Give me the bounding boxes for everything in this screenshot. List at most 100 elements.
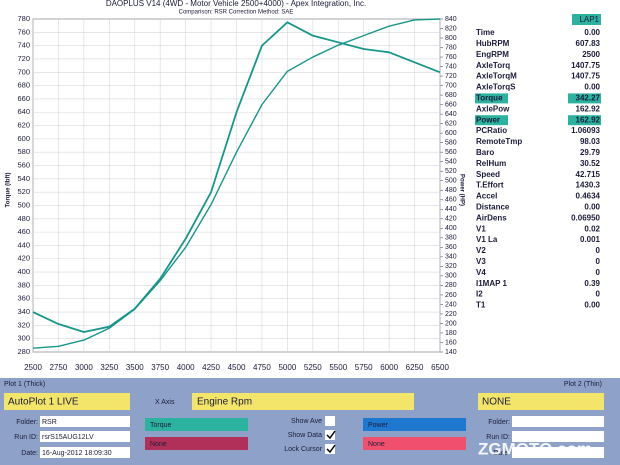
x-axis-select[interactable] xyxy=(192,393,414,410)
plot2-title: Plot 2 (Thin) xyxy=(564,381,602,388)
y-tick-label: 480 xyxy=(17,214,30,223)
y2-tick-label: 700 xyxy=(445,82,457,89)
readout-value: 0.02 xyxy=(584,224,600,233)
y2-tick-label: 300 xyxy=(445,273,457,280)
y-tick-label: 700 xyxy=(17,67,30,76)
folder2-label: Folder: xyxy=(488,419,510,426)
x-tick-label: 5750 xyxy=(355,363,373,372)
y2-tick-label: 840 xyxy=(445,16,457,23)
x-tick-label: 4000 xyxy=(177,363,195,372)
date2-label: Date: xyxy=(493,450,510,457)
readout-label: V1 xyxy=(476,224,486,233)
lock-cursor-checkbox[interactable] xyxy=(325,444,335,454)
readout-label: Distance xyxy=(476,203,510,212)
y-tick-label: 720 xyxy=(17,54,30,63)
readout-label: V1 La xyxy=(476,235,498,244)
x-tick-label: 6000 xyxy=(380,363,398,372)
y-tick-label: 280 xyxy=(17,347,30,356)
readout-value: 0.06950 xyxy=(571,213,600,222)
folder-field[interactable] xyxy=(40,416,130,427)
y2-tick-label: 580 xyxy=(445,140,457,147)
plot1-channel-b[interactable] xyxy=(145,437,248,450)
date-value: 16-Aug-2012 18:09:30 xyxy=(42,450,112,457)
readout-value: 0 xyxy=(596,290,601,299)
show-data-checkbox[interactable] xyxy=(325,430,335,440)
y2-tick-label: 640 xyxy=(445,111,457,118)
x-tick-label: 4750 xyxy=(253,363,271,372)
y2-tick-label: 740 xyxy=(445,63,457,70)
readout-value: 0.39 xyxy=(584,279,600,288)
readout-value-highlight xyxy=(568,93,601,104)
readout-label: Time xyxy=(476,28,495,37)
run-id-label: Run ID: xyxy=(14,434,38,441)
readout-label: T.Effort xyxy=(476,181,504,190)
y2-tick-label: 680 xyxy=(445,92,457,99)
lock-cursor-label: Lock Cursor xyxy=(284,446,322,453)
readout-label: Speed xyxy=(476,170,500,179)
folder2-field[interactable] xyxy=(512,416,604,427)
y2-tick-label: 340 xyxy=(445,254,457,261)
readout-value: 1407.75 xyxy=(571,72,600,81)
y-axis-label: Torque (lbft) xyxy=(6,173,12,208)
plot2-channel-b[interactable] xyxy=(363,437,466,450)
readout-label: AxlePow xyxy=(476,104,510,113)
readout-value: 162.92 xyxy=(576,115,601,124)
readout-label: EngRPM xyxy=(476,50,509,59)
y2-tick-label: 140 xyxy=(445,349,457,356)
plot1-title: Plot 1 (Thick) xyxy=(4,381,45,388)
folder-label: Folder: xyxy=(16,419,38,426)
readout-value: 0.00 xyxy=(584,203,600,212)
x-tick-label: 2750 xyxy=(50,363,68,372)
y-tick-label: 340 xyxy=(17,307,30,316)
x-tick-label: 3500 xyxy=(126,363,144,372)
x-axis-value: Engine Rpm xyxy=(197,397,252,408)
run-id2-field[interactable] xyxy=(512,431,604,442)
plot2-channel-a-text: Power xyxy=(368,422,389,429)
y2-tick-label: 220 xyxy=(445,311,457,318)
plot1-source[interactable] xyxy=(4,393,130,410)
y2-tick-label: 380 xyxy=(445,235,457,242)
y2-tick-label: 280 xyxy=(445,282,457,289)
plot2-source[interactable] xyxy=(478,393,604,410)
y2-tick-label: 660 xyxy=(445,101,457,108)
readout-label: Torque xyxy=(476,94,503,103)
readout-label-highlight xyxy=(475,115,508,126)
show-ave-checkbox[interactable] xyxy=(325,416,335,426)
run-id2-label: Run ID: xyxy=(486,434,510,441)
readout-value: 29.79 xyxy=(580,148,601,157)
x-tick-label: 5500 xyxy=(329,363,347,372)
readout-label: Accel xyxy=(476,192,497,201)
readout-label: RelHum xyxy=(476,159,506,168)
plot1-channel-a[interactable] xyxy=(145,418,248,431)
readout-label: I1MAP 1 xyxy=(476,279,508,288)
series-line xyxy=(32,18,441,349)
checkmark xyxy=(326,430,336,440)
date-label: Date: xyxy=(21,450,38,457)
y-tick-label: 320 xyxy=(17,320,30,329)
y2-tick-label: 600 xyxy=(445,130,457,137)
y2-tick-label: 780 xyxy=(445,44,457,51)
y-tick-label: 640 xyxy=(17,107,30,116)
readout-label: V3 xyxy=(476,257,486,266)
x-tick-label: 3000 xyxy=(75,363,93,372)
readout-value: 1430.3 xyxy=(576,181,601,190)
readout-value-highlight xyxy=(568,115,601,126)
readout-value: 0.00 xyxy=(584,83,600,92)
y2-tick-label: 480 xyxy=(445,187,457,194)
plot1-channel-a-text: Torque xyxy=(150,422,172,429)
readout-label: HubRPM xyxy=(476,39,510,48)
plot2-channel-a[interactable] xyxy=(363,418,466,431)
y-tick-label: 780 xyxy=(17,14,30,23)
y-tick-label: 420 xyxy=(17,254,30,263)
run-id-field[interactable] xyxy=(40,431,130,442)
x-axis-label: X Axis xyxy=(155,399,175,406)
chart-title: DAOPLUS V14 (4WD - Motor Vehicle 2500+40… xyxy=(106,0,366,8)
y-tick-label: 400 xyxy=(17,267,30,276)
date-field[interactable] xyxy=(40,447,130,458)
y2-tick-label: 260 xyxy=(445,292,457,299)
readout-label: AirDens xyxy=(476,213,507,222)
readout-label: AxleTorqS xyxy=(476,83,516,92)
date2-field[interactable] xyxy=(512,447,604,458)
